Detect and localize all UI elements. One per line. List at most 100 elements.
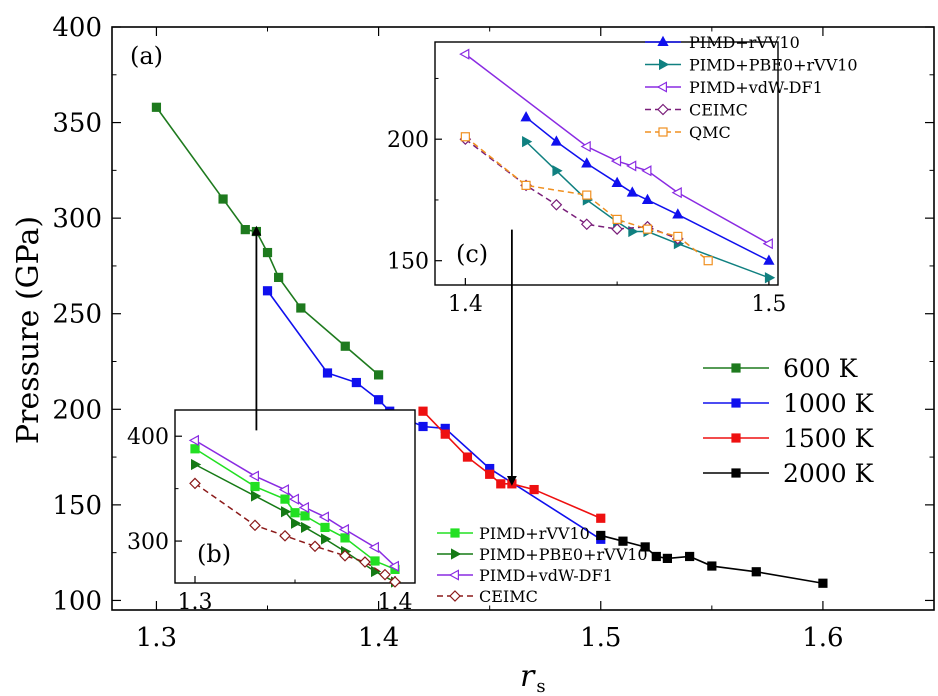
main-point-2000-k xyxy=(818,578,828,588)
main-point-1000-k xyxy=(262,286,273,296)
main-point-2000-k xyxy=(751,567,761,577)
inset-b-point-pimd-vdw-df1 xyxy=(188,434,199,447)
inset-c-point-pimd-pbe0-rvv10 xyxy=(522,136,533,148)
inset-c-legend: PIMD+rVV10 PIMD+PBE0+rVV10 PIMD+vdW-DF1 CEI… xyxy=(645,33,858,142)
inset-c-point-ceimc xyxy=(550,198,563,211)
inset-c-point-qmc xyxy=(642,224,653,234)
legend-marker-1500-k xyxy=(731,433,741,443)
y-axis-title: Pressure (GPa) xyxy=(11,216,46,444)
legend-marker-ceimc xyxy=(449,590,461,602)
inset-c-point-pimd-rvv10 xyxy=(641,193,654,204)
inset-b-point-pimd-rvv10 xyxy=(250,481,260,492)
inset-b-point-pimd-vdw-df1 xyxy=(368,541,379,553)
main-point-600-k xyxy=(240,225,250,235)
inset-c-point-pimd-vdw-df1 xyxy=(641,165,652,177)
main-point-600-k xyxy=(151,102,162,112)
main-x-tick-label: 1.3 xyxy=(136,623,177,653)
inset-c-point-qmc xyxy=(460,132,470,142)
inset-b-point-ceimc xyxy=(389,576,401,588)
legend-marker-ceimc xyxy=(657,103,669,116)
inset-c-point-pimd-pbe0-rvv10 xyxy=(552,165,563,177)
inset-c-point-qmc xyxy=(673,231,683,241)
legend-label-qmc: QMC xyxy=(689,123,731,142)
main-point-2000-k xyxy=(662,553,673,563)
legend-label-pimd-pbe0-rvv10: PIMD+PBE0+rVV10 xyxy=(689,56,858,75)
main-y-tick-label: 150 xyxy=(52,491,102,521)
legend-label-pimd-rvv10: PIMD+rVV10 xyxy=(479,524,590,543)
legend-label-1000-k: 1000 K xyxy=(783,389,875,418)
main-point-1000-k xyxy=(418,421,428,432)
inset-c-y-tick-label: 200 xyxy=(387,128,429,153)
main-point-600-k xyxy=(373,370,384,380)
legend-label-pimd-pbe0-rvv10: PIMD+PBE0+rVV10 xyxy=(479,545,648,564)
main-point-2000-k xyxy=(640,542,650,552)
inset-b-point-pimd-vdw-df1 xyxy=(388,560,399,572)
inset-c-point-pimd-vdw-df1 xyxy=(671,187,682,199)
main-point-1500-k xyxy=(496,479,506,489)
inset-b-x-tick-label: 1.4 xyxy=(378,590,413,615)
legend-marker-pimd-vdw-df1 xyxy=(448,569,459,581)
main-y-tick-label: 200 xyxy=(52,395,102,425)
main-point-600-k xyxy=(296,303,306,313)
inset-b-point-pimd-vdw-df1 xyxy=(248,470,259,482)
inset-b-point-pimd-vdw-df1 xyxy=(288,493,299,505)
inset-b-y-tick-label: 400 xyxy=(127,425,169,450)
main-x-tick-label: 1.4 xyxy=(358,623,399,653)
inset-c-point-pimd-vdw-df1 xyxy=(762,238,773,250)
x-axis-title-main: r xyxy=(520,659,536,694)
arrows xyxy=(251,225,517,486)
main-y-tick-label: 300 xyxy=(52,204,102,234)
legend-label-ceimc: CEIMC xyxy=(689,101,748,120)
inset-c-point-pimd-vdw-df1 xyxy=(580,140,591,153)
main-point-600-k xyxy=(262,247,273,258)
inset-c-point-qmc xyxy=(582,190,592,200)
main-point-1000-k xyxy=(373,395,384,405)
inset-c-series-line-pimd-pbe0-rvv10 xyxy=(525,141,770,279)
main-point-600-k xyxy=(218,194,228,204)
inset-b-point-pimd-rvv10 xyxy=(320,522,330,533)
legend-marker-pimd-vdw-df1 xyxy=(656,81,668,93)
legend-marker-pimd-rvv10 xyxy=(657,35,669,47)
legend-label-pimd-vdw-df1: PIMD+vdW-DF1 xyxy=(479,566,613,585)
main-y-tick-label: 250 xyxy=(52,300,102,330)
inset-b-point-pimd-vdw-df1 xyxy=(318,511,329,523)
legend-label-1500-k: 1500 K xyxy=(783,424,875,453)
panel-label-b: (b) xyxy=(197,540,231,568)
inset-c-point-pimd-rvv10 xyxy=(763,254,775,265)
legend-label-pimd-rvv10: PIMD+rVV10 xyxy=(689,33,800,52)
main-series-line-600-k xyxy=(155,106,380,376)
inset-b-point-pimd-rvv10 xyxy=(370,556,380,566)
inset-b-y-tick-label: 300 xyxy=(127,530,169,555)
panel-label-c: (c) xyxy=(456,240,488,268)
main-point-2000-k xyxy=(596,530,606,541)
legend-label-pimd-vdw-df1: PIMD+vdW-DF1 xyxy=(689,78,823,97)
inset-c-point-qmc xyxy=(612,214,622,224)
inset-b-point-pimd-pbe0-rvv10 xyxy=(321,533,332,545)
legend-marker-2000-k xyxy=(731,468,741,478)
main-point-1000-k xyxy=(322,368,333,378)
legend-label-ceimc: CEIMC xyxy=(479,587,538,606)
inset-b-point-pimd-rvv10 xyxy=(340,533,350,543)
main-point-1500-k xyxy=(485,469,495,479)
inset-b-point-pimd-rvv10 xyxy=(300,511,310,521)
main-plot-frame xyxy=(111,26,935,611)
inset-c-point-pimd-vdw-df1 xyxy=(459,48,470,60)
main-point-1500-k xyxy=(596,513,606,523)
inset-b-point-pimd-pbe0-rvv10 xyxy=(251,490,262,502)
main-point-2000-k xyxy=(685,551,695,562)
legend-marker-600-k xyxy=(731,363,741,373)
main-point-1500-k xyxy=(418,406,428,416)
main-point-1000-k xyxy=(351,377,361,388)
inset-c-point-ceimc xyxy=(611,223,623,235)
legend-marker-pimd-pbe0-rvv10 xyxy=(451,548,462,560)
inset-c-point-pimd-rvv10 xyxy=(672,208,684,219)
legend-label-600-k: 600 K xyxy=(783,354,859,383)
main-point-1500-k xyxy=(529,484,539,495)
main-point-600-k xyxy=(340,341,350,351)
main-x-tick-label: 1.5 xyxy=(580,623,621,653)
inset-c-frame xyxy=(434,41,779,286)
main-legend: 600 K 1000 K 1500 K 2000 K xyxy=(703,354,875,488)
main-y-tick-label: 100 xyxy=(52,586,102,616)
inset-b-point-ceimc xyxy=(249,519,261,532)
